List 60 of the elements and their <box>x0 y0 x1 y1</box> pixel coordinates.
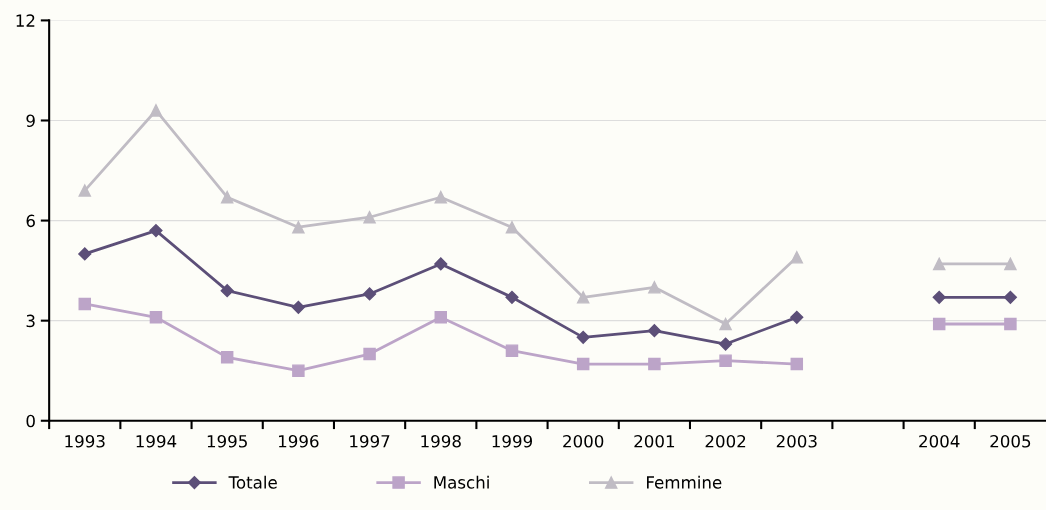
legend-label: Totale <box>228 475 277 489</box>
point <box>790 251 804 264</box>
y-tick-label: 9 <box>26 114 35 128</box>
x-tick-label: 1997 <box>350 434 390 448</box>
point <box>149 311 163 324</box>
point <box>434 190 448 204</box>
point <box>220 190 234 204</box>
point <box>220 351 234 364</box>
y-tick-label: 12 <box>16 14 35 27</box>
point <box>648 281 661 294</box>
x-tick-label: 1993 <box>65 434 105 448</box>
point <box>362 287 377 301</box>
x-tick-label: 2000 <box>563 434 604 448</box>
point <box>1003 290 1017 304</box>
point <box>78 184 92 197</box>
y-tick-label: 0 <box>26 414 35 428</box>
x-tick-label: 2003 <box>776 434 817 448</box>
x-tick-label: 1994 <box>136 434 177 448</box>
x-tick-label: 1999 <box>492 434 533 448</box>
point <box>505 290 519 304</box>
y-tick-label: 3 <box>26 314 35 328</box>
x-tick-label: 2002 <box>705 434 746 448</box>
x-tick-label: 1995 <box>207 434 247 448</box>
point <box>1004 317 1017 331</box>
point <box>149 104 163 117</box>
point <box>932 257 946 271</box>
point <box>648 357 661 371</box>
x-tick-label: 2001 <box>634 434 675 448</box>
x-tick-label: 1998 <box>421 434 461 448</box>
point <box>932 290 946 304</box>
point <box>505 344 519 357</box>
point <box>363 210 376 224</box>
point <box>932 317 946 331</box>
legend-label: Femmine <box>647 475 722 489</box>
point <box>790 357 804 371</box>
point <box>1004 257 1017 271</box>
point <box>149 223 163 238</box>
point <box>505 220 519 234</box>
point <box>719 317 732 331</box>
point <box>576 330 590 344</box>
y-tick-label: 6 <box>26 214 35 228</box>
point <box>719 354 732 367</box>
x-tick-label: 2005 <box>990 434 1031 448</box>
point <box>647 324 661 338</box>
point <box>363 347 376 361</box>
point <box>434 311 448 324</box>
point <box>434 257 448 271</box>
point <box>292 220 305 234</box>
point <box>790 310 804 324</box>
point <box>291 300 305 314</box>
point <box>718 337 733 351</box>
point <box>78 297 92 311</box>
point <box>576 357 590 371</box>
point <box>576 291 590 304</box>
x-tick-label: 1996 <box>278 434 319 448</box>
point <box>292 364 305 377</box>
x-tick-label: 2004 <box>919 434 960 448</box>
legend-label: Maschi <box>434 475 489 489</box>
point <box>78 247 92 261</box>
point <box>220 284 234 298</box>
